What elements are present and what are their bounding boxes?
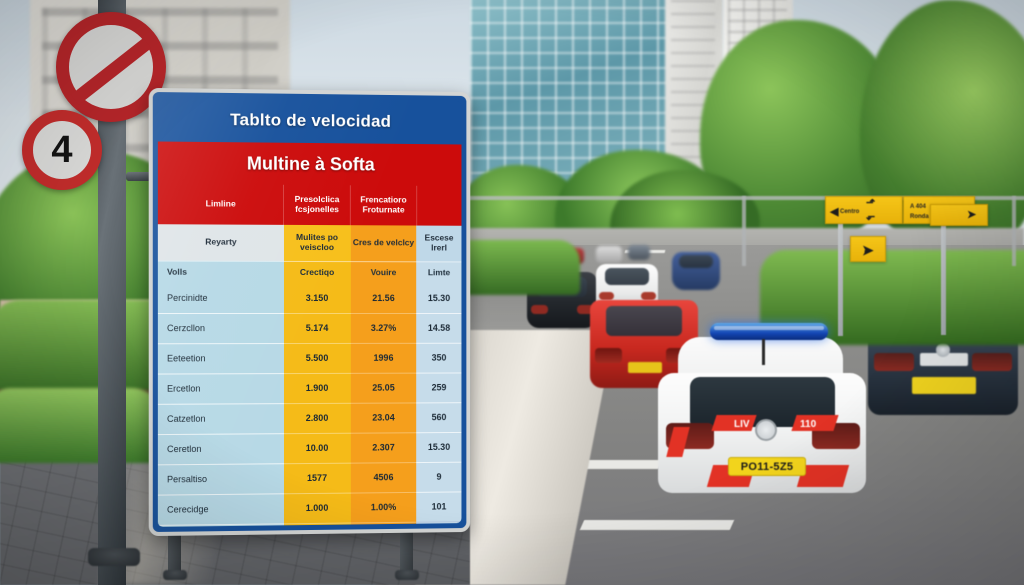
police-car: LIV 110 PO11-5Z5	[650, 315, 875, 505]
weight-limit-sign-number: 4	[51, 129, 73, 171]
table-row: Ceretlon 10.00 2.307 15.30	[157, 431, 462, 465]
row-value-2: 1.00%	[350, 491, 417, 523]
gantry-leg	[1012, 196, 1016, 266]
row-value-2: 4506	[350, 462, 417, 493]
row-value-3: 560	[416, 402, 462, 433]
row-label: Ceretlon	[157, 433, 284, 465]
distant-car	[628, 245, 650, 260]
row-value-1: 5.174	[283, 312, 351, 344]
row-value-3: 15.30	[416, 283, 462, 313]
row-value-2: 21.56	[350, 283, 417, 313]
row-label: Cerecidge	[157, 493, 284, 525]
row-value-2: 1996	[350, 342, 417, 373]
row-label: Cerzcllon	[157, 313, 284, 344]
panel-leg-left	[168, 528, 181, 576]
row-value-3: 259	[416, 372, 462, 403]
footnote-filler-3: www.ejemplo-multas.com	[416, 521, 462, 527]
row-value-2: 23.04	[350, 402, 417, 433]
row-value-1: 5.500	[283, 342, 351, 374]
direction-sign-main: ◀ Centro ⬏ ⬐	[825, 196, 903, 224]
direction-sign-pole	[941, 205, 946, 335]
weight-limit-sign: 4	[22, 110, 102, 190]
direction-sign-small: ⌐ ➤	[850, 236, 886, 262]
table-row: Percinidte 3.150 21.56 15.30	[157, 282, 462, 314]
column-header-1: Presolclica fcsjonelles	[283, 184, 351, 226]
table-unit-row: Volls Crectiqo Vouire Limte	[157, 260, 462, 284]
subheader-1: Mulites po veiscloo	[283, 224, 351, 262]
row-value-2: 3.27%	[350, 312, 417, 343]
row-label: Ercetlon	[157, 373, 284, 404]
unit-label-1: Crectiqo	[283, 260, 351, 284]
row-value-3: 15.30	[416, 431, 462, 463]
row-value-3: 9	[416, 461, 462, 492]
panel-subtitle: Multine à Softa	[157, 141, 462, 187]
unit-label-0: Volls	[157, 260, 284, 283]
row-label: Eeteetion	[157, 343, 284, 374]
subheader-2: Cres de velclcy	[350, 225, 417, 262]
panel-leg-foot-left	[163, 570, 187, 580]
distant-car	[596, 246, 622, 263]
direction-sign-pole	[838, 218, 843, 336]
sign-post-base	[88, 548, 140, 566]
row-value-2: 25.05	[350, 372, 417, 403]
unit-label-3: Limte	[416, 261, 462, 284]
direction-sign-left-text: Centro	[840, 209, 860, 215]
subheader-0: Reyarty	[157, 224, 284, 261]
panel-leg-right	[400, 528, 413, 576]
panel-title: Tablto de velocidad	[230, 110, 392, 131]
row-value-1: 1577	[283, 462, 351, 494]
traffic-gantry	[455, 196, 1024, 200]
row-value-1: 3.150	[283, 282, 351, 314]
police-badge-right: 110	[800, 419, 817, 430]
table-row: Catzetlon 2.800 23.04 560	[157, 402, 462, 435]
row-value-2: 2.307	[350, 432, 417, 463]
row-value-1: 1.900	[283, 372, 351, 404]
panel-leg-foot-right	[395, 570, 419, 580]
no-parking-diagonal-bar	[70, 38, 152, 105]
police-license-plate: PO11-5Z5	[728, 457, 806, 476]
direction-sign-right-text: A 404	[910, 204, 926, 210]
row-value-1: 2.800	[283, 402, 351, 434]
footnote-filler-1	[283, 522, 351, 527]
police-antenna	[762, 339, 765, 365]
column-header-2: Frencatioro Froturnate	[350, 185, 417, 226]
row-value-3: 101	[416, 491, 462, 522]
direction-sign-upper: ➤	[930, 204, 988, 226]
police-badge-left: LIV	[734, 419, 750, 430]
row-label: Persaltiso	[157, 463, 284, 495]
column-header-3	[416, 185, 462, 226]
hedge	[0, 388, 165, 463]
vehicle-emblem	[755, 419, 777, 441]
row-label: Catzetlon	[157, 403, 284, 435]
row-value-3: 14.58	[416, 312, 462, 343]
table-header-row: Limline Presolclica fcsjonelles Frencati…	[157, 183, 462, 226]
table-row: Cerzcllon 5.174 3.27% 14.58	[157, 312, 462, 344]
footnote-text: * Lurjring de· reolet do exeese porvecit…	[157, 523, 284, 527]
direction-sign-far-text: Ronda	[910, 214, 929, 220]
fines-table: Limline Presolclica fcsjonelles Frencati…	[157, 183, 462, 527]
gantry-leg	[742, 196, 746, 266]
column-header-0: Limline	[157, 183, 284, 225]
table-row: Cerecidge 1.000 1.00% 101	[157, 491, 462, 525]
sign-post-bracket	[126, 172, 166, 181]
panel-inner: Tablto de velocidad Multine à Softa Liml…	[157, 97, 462, 527]
table-subheader-row: Reyarty Mulites po veiscloo Cres de velc…	[157, 224, 462, 262]
subheader-3: Escese lrerl	[416, 225, 462, 262]
row-label: Percinidte	[157, 282, 284, 314]
row-value-1: 1.000	[283, 492, 351, 524]
table-row: Eeteetion 5.500 1996 350	[157, 342, 462, 374]
table-row: Persaltiso 1577 4506 9	[157, 461, 462, 495]
police-lightbar	[710, 323, 828, 340]
row-value-3: 350	[416, 342, 462, 373]
blue-sedan-distant	[672, 252, 720, 290]
row-value-1: 10.00	[283, 432, 351, 464]
footnote-filler-2	[350, 521, 417, 527]
table-row: Ercetlon 1.900 25.05 259	[157, 372, 462, 404]
speed-fine-information-board[interactable]: Tablto de velocidad Multine à Softa Liml…	[148, 87, 471, 537]
lane-marking	[579, 520, 735, 530]
unit-label-2: Vouire	[350, 261, 417, 284]
